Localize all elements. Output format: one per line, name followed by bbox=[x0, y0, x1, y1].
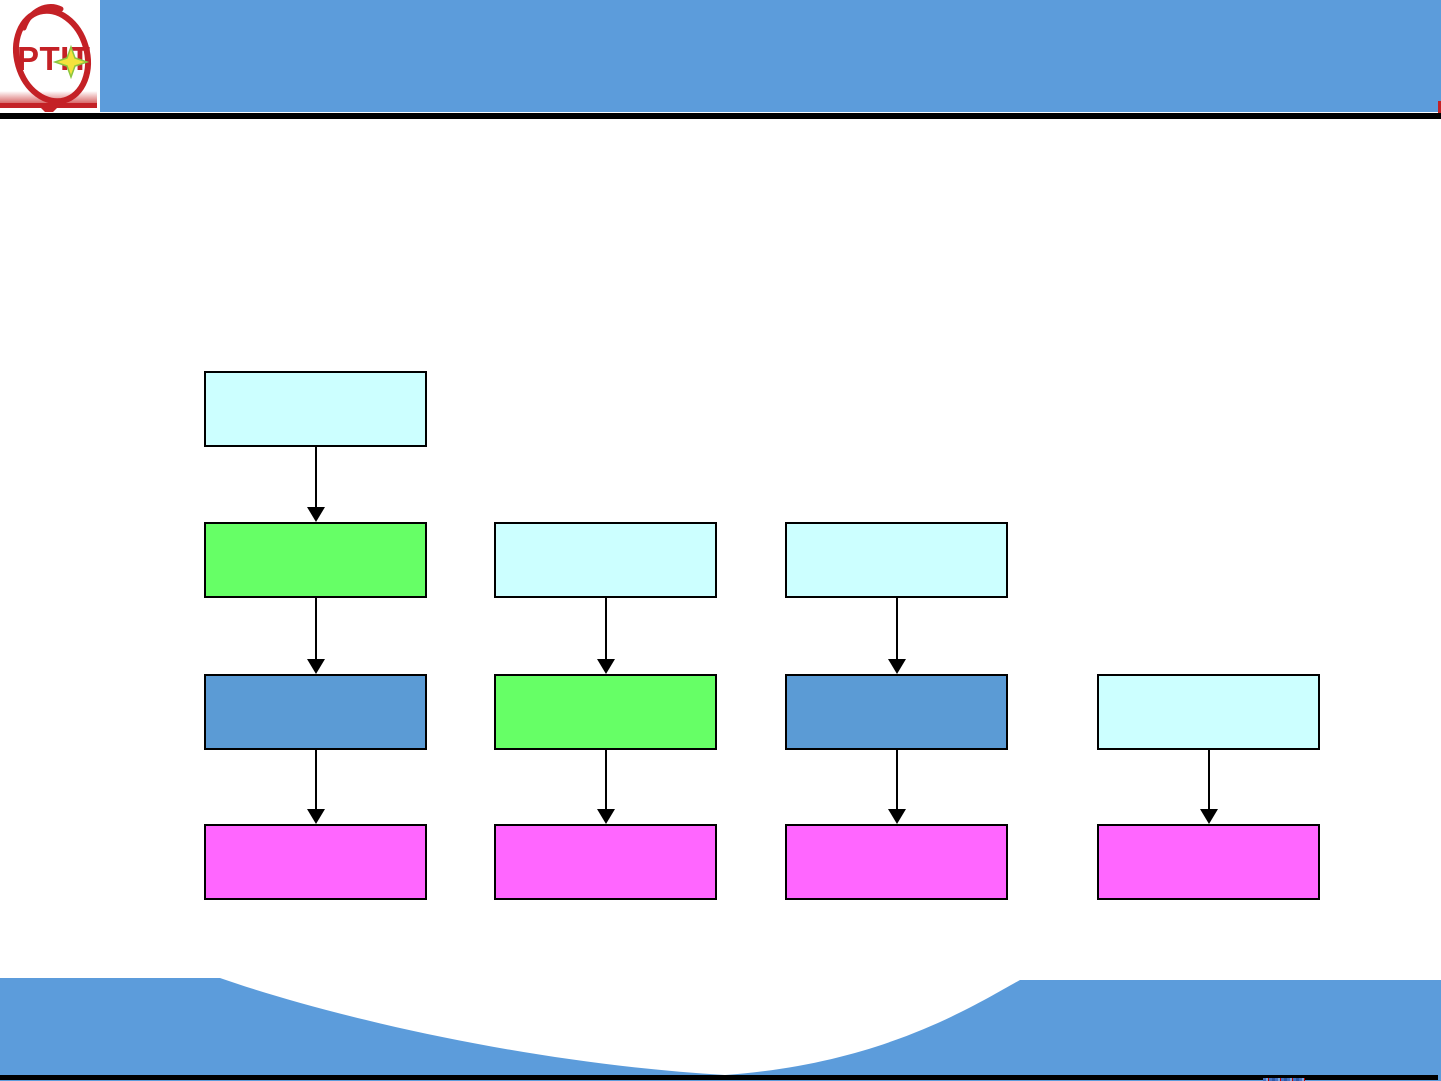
flow-arrow-head-flow-2-2to3 bbox=[596, 659, 615, 674]
flow-arrow-head-flow-1-2to3 bbox=[306, 659, 325, 674]
flowchart-box-flow-1-row3 bbox=[204, 674, 427, 750]
logo-star-icon bbox=[52, 44, 90, 80]
flow-arrow-line-flow-1-2to3 bbox=[314, 598, 317, 661]
flow-arrow-head-flow-1-1to2 bbox=[306, 507, 325, 522]
flowchart-box-flow-3-row2 bbox=[785, 522, 1008, 598]
flow-arrow-head-flow-3-3to4 bbox=[887, 809, 906, 824]
flowchart-box-flow-2-row3 bbox=[494, 674, 717, 750]
flow-arrow-line-flow-2-3to4 bbox=[604, 750, 607, 811]
flow-arrow-head-flow-4-3to4 bbox=[1199, 809, 1218, 824]
bottom-separator-line bbox=[0, 1075, 1438, 1080]
bottom-edge-text-sliver bbox=[1263, 1078, 1305, 1081]
logo-flourish bbox=[21, 3, 64, 31]
flow-arrow-line-flow-3-3to4 bbox=[895, 750, 898, 811]
header-red-edge-mark bbox=[1438, 101, 1441, 113]
flow-arrow-head-flow-2-3to4 bbox=[596, 809, 615, 824]
flowchart-box-flow-3-row3 bbox=[785, 674, 1008, 750]
flow-arrow-line-flow-1-3to4 bbox=[314, 750, 317, 811]
footer-wave-path bbox=[0, 978, 1441, 1081]
flow-arrow-line-flow-2-2to3 bbox=[604, 598, 607, 661]
footer-wave bbox=[0, 978, 1441, 1081]
flowchart-box-flow-1-row1 bbox=[204, 371, 427, 447]
ptit-logo: PTIT bbox=[0, 0, 100, 112]
flow-arrow-head-flow-3-2to3 bbox=[887, 659, 906, 674]
logo-underline bbox=[0, 103, 97, 108]
flowchart-box-flow-1-row4 bbox=[204, 824, 427, 900]
header-bar bbox=[0, 0, 1441, 112]
flowchart-box-flow-3-row4 bbox=[785, 824, 1008, 900]
flow-arrow-line-flow-4-3to4 bbox=[1207, 750, 1210, 811]
flowchart-box-flow-2-row4 bbox=[494, 824, 717, 900]
flowchart-box-flow-2-row2 bbox=[494, 522, 717, 598]
flow-arrow-line-flow-3-2to3 bbox=[895, 598, 898, 661]
flowchart-box-flow-4-row3 bbox=[1097, 674, 1320, 750]
top-separator-line bbox=[0, 113, 1441, 119]
logo-underline-arrow bbox=[41, 108, 57, 112]
flow-arrow-line-flow-1-1to2 bbox=[314, 447, 317, 509]
flow-arrow-head-flow-1-3to4 bbox=[306, 809, 325, 824]
ptit-logo-icon: PTIT bbox=[0, 3, 97, 112]
flowchart-box-flow-4-row4 bbox=[1097, 824, 1320, 900]
flowchart-box-flow-1-row2 bbox=[204, 522, 427, 598]
